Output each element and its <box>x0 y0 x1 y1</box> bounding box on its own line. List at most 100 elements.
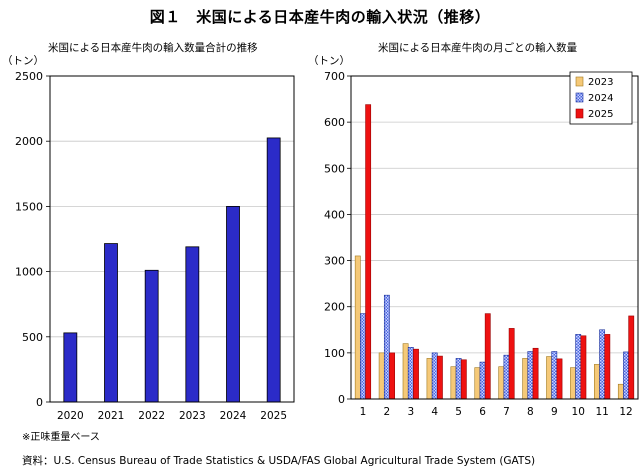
right-bar-2023 <box>546 356 552 400</box>
right-y-tick-label: 400 <box>324 208 345 221</box>
right-bar-2023 <box>354 255 361 400</box>
right-gridlines <box>351 121 638 354</box>
left-y-tick-label: 0 <box>36 396 43 409</box>
left-x-tick-label: 2022 <box>138 410 165 422</box>
right-bar-2023 <box>378 352 385 400</box>
right-x-tick-label: 11 <box>595 406 608 418</box>
right-bar-2025 <box>604 334 611 400</box>
right-bar-2023 <box>570 367 576 400</box>
right-y-tick-label: 500 <box>324 162 345 175</box>
left-bar <box>266 137 281 403</box>
right-bar-2023 <box>426 358 433 400</box>
left-bar <box>63 332 78 403</box>
left-x-tick-label: 2025 <box>260 410 287 422</box>
right-bar-2023 <box>498 366 505 400</box>
right-bar-2025 <box>389 352 395 400</box>
right-bar-2023 <box>522 358 529 400</box>
left-chart-title: 米国による日本産牛肉の輸入数量合計の推移 <box>48 41 258 54</box>
right-chart-title: 米国による日本産牛肉の月ごとの輸入数量 <box>378 41 578 54</box>
right-bar-2024 <box>599 329 606 400</box>
left-bar <box>185 246 200 403</box>
right-y-tick-label: 300 <box>324 255 345 268</box>
right-x-tick-label: 10 <box>572 406 585 418</box>
legend-label-2023: 2023 <box>588 77 613 88</box>
right-bar-2024 <box>383 294 390 400</box>
left-x-tick-label: 2023 <box>179 410 206 422</box>
total-import-chart: 米国による日本産牛肉の輸入数量合計の推移 （トン） 0 500 1000 1500 20… <box>2 41 295 422</box>
right-y-unit: （トン） <box>308 55 350 67</box>
right-bar-2025 <box>556 358 563 400</box>
right-x-tick-label: 6 <box>479 406 486 418</box>
right-bar-2024 <box>431 352 438 400</box>
right-bar-2024 <box>455 358 462 400</box>
left-y-tick-label: 2500 <box>15 70 43 83</box>
right-y-tick-label: 600 <box>324 116 345 129</box>
legend-swatch-2025 <box>575 108 584 119</box>
left-gridlines <box>50 140 294 338</box>
right-y-tick-label: 0 <box>338 393 345 406</box>
right-x-tick-label: 12 <box>619 406 632 418</box>
left-y-tick-label: 1500 <box>15 200 43 213</box>
right-x-tick-label: 9 <box>551 406 558 418</box>
right-bar-2023 <box>474 367 481 400</box>
right-bar-2025 <box>580 335 587 400</box>
left-x-tick-label: 2021 <box>98 410 125 422</box>
right-x-tick-label: 2 <box>384 406 391 418</box>
left-bar <box>144 269 159 403</box>
right-bar-2025 <box>460 359 467 400</box>
right-bar-2023 <box>617 383 624 400</box>
right-bar-2023 <box>450 366 457 400</box>
left-y-tick-labels: 0 500 1000 1500 2000 2500 <box>15 70 50 409</box>
right-x-tick-label: 4 <box>431 406 438 418</box>
right-bar-2025 <box>413 348 419 400</box>
left-x-tick-label: 2020 <box>57 410 84 422</box>
footnote: ※正味重量ベース <box>22 432 100 443</box>
right-bar-2024 <box>479 361 486 400</box>
left-y-tick-label: 1000 <box>15 266 43 279</box>
right-bar-2023 <box>594 364 600 400</box>
right-bar-2025 <box>365 104 372 400</box>
right-bar-2024 <box>360 313 366 400</box>
legend-swatch-2023 <box>575 76 584 87</box>
right-y-tick-labels: 0 100 200 300 400 500 600 700 <box>324 70 351 406</box>
right-plot-frame <box>350 75 639 400</box>
right-x-tick-labels: 1 2 3 4 5 6 7 8 9 10 11 12 <box>360 406 633 418</box>
left-bars <box>63 137 281 403</box>
right-y-tick-label: 100 <box>324 347 345 360</box>
left-x-tick-labels: 2020 2021 2022 2023 2024 2025 <box>57 410 287 422</box>
legend-label-2024: 2024 <box>588 93 613 104</box>
right-bars <box>354 104 635 400</box>
right-bar-2023 <box>402 343 409 400</box>
legend-label-2025: 2025 <box>588 109 613 120</box>
right-y-tick-label: 200 <box>324 301 345 314</box>
right-bar-2024 <box>623 351 629 400</box>
right-bar-2025 <box>437 355 443 400</box>
right-bar-2024 <box>551 351 558 400</box>
right-bar-2025 <box>484 313 491 400</box>
right-x-tick-label: 8 <box>527 406 534 418</box>
left-x-tick-label: 2024 <box>220 410 247 422</box>
right-x-tick-label: 1 <box>360 406 367 418</box>
legend-swatch-2024 <box>575 92 584 103</box>
source-note: 資料：U.S. Census Bureau of Trade Statistic… <box>22 455 536 467</box>
monthly-import-chart: 米国による日本産牛肉の月ごとの輸入数量 （トン） 010020030040050… <box>308 41 639 418</box>
right-bar-2025 <box>628 315 635 400</box>
left-y-tick-label: 500 <box>22 331 43 344</box>
left-bar <box>104 243 118 403</box>
right-x-tick-label: 7 <box>503 406 510 418</box>
right-bar-2024 <box>407 347 414 400</box>
left-plot-frame <box>49 75 295 403</box>
right-y-tick-label: 700 <box>324 70 345 83</box>
right-x-tick-label: 5 <box>455 406 462 418</box>
right-bar-2024 <box>527 351 534 400</box>
figure-title: 図１ 米国による日本産牛肉の輸入状況（推移） <box>149 8 491 26</box>
left-y-tick-label: 2000 <box>15 135 43 148</box>
right-x-tick-label: 3 <box>407 406 414 418</box>
right-bar-2024 <box>575 334 582 400</box>
left-y-unit: （トン） <box>2 55 44 67</box>
left-bar <box>226 205 240 403</box>
legend: 2023 2024 2025 <box>569 71 633 125</box>
right-bar-2024 <box>503 354 510 400</box>
right-bar-2025 <box>508 328 515 400</box>
